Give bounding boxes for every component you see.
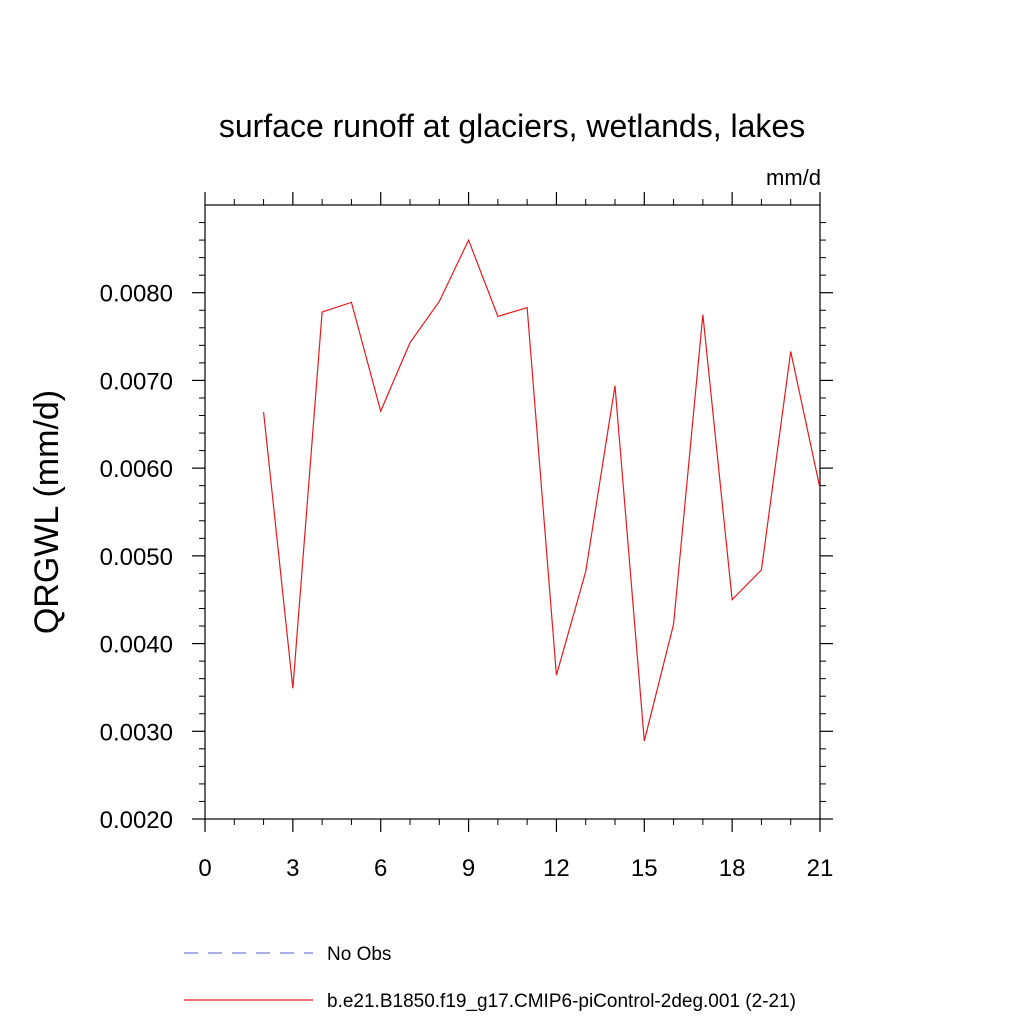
x-tick-label: 3 [286, 855, 299, 882]
y-tick-label: 0.0060 [100, 456, 173, 483]
x-tick-label: 9 [462, 855, 475, 882]
x-tick-label: 18 [719, 855, 746, 882]
x-tick-label: 12 [543, 855, 570, 882]
chart-title: surface runoff at glaciers, wetlands, la… [219, 108, 805, 144]
x-tick-label: 6 [374, 855, 387, 882]
legend-label: b.e21.B1850.f19_g17.CMIP6-piControl-2deg… [327, 991, 796, 1012]
legend: No Obs b.e21.B1850.f19_g17.CMIP6-piContro… [184, 944, 796, 1012]
y-tick-label: 0.0030 [100, 719, 173, 746]
y-tick-label: 0.0070 [100, 368, 173, 395]
y-axis-label: QRGWL (mm/d) [28, 390, 66, 634]
y-tick-label: 0.0040 [100, 632, 173, 659]
y-tick-label: 0.0080 [100, 281, 173, 308]
series-layer [262, 238, 821, 742]
x-tick-label: 0 [198, 855, 211, 882]
x-tick-label: 21 [807, 855, 834, 882]
axis-ticks: 0 3 6 9 12 15 18 21 0.0020 0.0030 0.0040 0.0050 0.00… [100, 192, 834, 882]
y-tick-label: 0.0050 [100, 544, 173, 571]
series-line [262, 238, 821, 742]
units-label: mm/d [766, 165, 821, 190]
legend-label: No Obs [327, 944, 391, 965]
y-tick-label: 0.0020 [100, 807, 173, 834]
plot-frame [204, 204, 821, 820]
x-tick-label: 15 [631, 855, 658, 882]
